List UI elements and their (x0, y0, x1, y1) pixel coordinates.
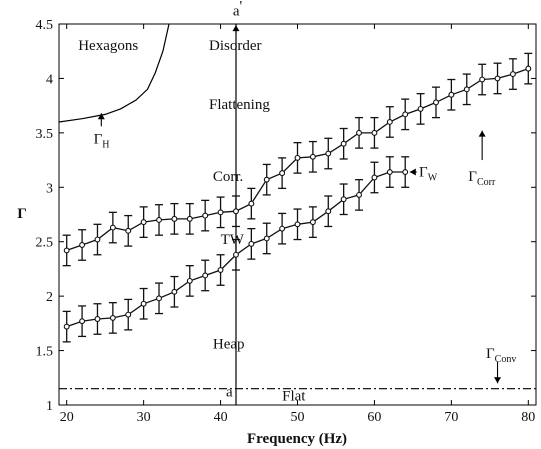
upper-data-point (156, 216, 162, 223)
hexagon-boundary-line (58, 23, 170, 123)
upper-data-point (371, 129, 378, 136)
lower-data-point (79, 318, 86, 325)
lower-data-point (325, 208, 332, 215)
upper-data-point (279, 170, 286, 177)
lower-data-point (309, 219, 316, 226)
lower-data-point (140, 300, 147, 307)
y-tick-label: 3.5 (36, 127, 54, 142)
annotation-a: a (226, 384, 233, 400)
lower-data-point (217, 267, 224, 273)
x-tick-label: 40 (214, 410, 228, 425)
upper-data-point (402, 111, 409, 118)
lower-data-point (371, 174, 378, 181)
y-tick-label: 4.5 (36, 18, 54, 33)
lower-data-point (171, 288, 178, 295)
lower-data-point (233, 251, 239, 258)
arrow-gamma-h-head (97, 113, 105, 120)
x-tick-label: 80 (521, 410, 535, 425)
y-tick-label: 1 (46, 399, 53, 414)
region-label-corr: Corr. (213, 169, 243, 185)
y-tick-label: 1.5 (36, 345, 54, 360)
lower-data-point (386, 169, 393, 175)
y-tick-label: 2.5 (36, 236, 54, 251)
upper-data-point (94, 236, 101, 243)
region-label-flattening: Flattening (209, 97, 270, 113)
y-tick-label: 4 (46, 72, 53, 87)
upper-data-point (233, 208, 239, 215)
annotation-gamma-w: ΓW (419, 164, 438, 183)
lower-data-point (156, 295, 162, 302)
y-tick-label: 3 (46, 181, 53, 196)
x-tick-label: 20 (60, 410, 74, 425)
lower-data-point (279, 225, 286, 232)
upper-data-point (433, 99, 439, 106)
upper-data-point (356, 129, 362, 136)
upper-data-point (340, 140, 347, 147)
x-tick-label: 60 (367, 410, 381, 425)
x-tick-label: 30 (137, 410, 151, 425)
lower-data-point (202, 272, 209, 279)
upper-data-point (525, 65, 532, 72)
lower-data-point (340, 196, 347, 203)
upper-data-point (509, 71, 516, 78)
upper-data-point (125, 227, 132, 234)
lower-data-point (125, 311, 132, 318)
annotation-gamma-h: ΓH (94, 132, 110, 151)
upper-data-point (494, 75, 501, 82)
lower-data-point (294, 221, 301, 228)
annotations: a' a ΓH ΓW ΓCorr ΓConv (94, 0, 517, 400)
arrow-gamma-conv-head (494, 377, 502, 384)
x-tick-label: 50 (291, 410, 305, 425)
lower-data-point (186, 277, 193, 284)
arrow-a-prime-head (232, 25, 240, 32)
region-label-disorder: Disorder (209, 38, 262, 54)
region-labels: Hexagons Disorder Flattening Corr. TW Heap Fla… (78, 38, 306, 405)
upper-data-point (386, 119, 393, 125)
upper-data-point (417, 105, 424, 112)
x-axis-label: Frequency (Hz) (247, 431, 347, 447)
upper-data-point (479, 76, 486, 83)
lower-data-point (248, 240, 255, 247)
region-label-heap: Heap (213, 336, 245, 352)
annotation-a-prime: a' (233, 0, 243, 19)
x-tick-label: 70 (444, 410, 458, 425)
lower-data-point (402, 169, 409, 175)
upper-data-point (463, 86, 470, 93)
lower-data-point (263, 235, 270, 242)
upper-data-point (63, 247, 70, 254)
upper-data-point (248, 200, 255, 207)
axis-ticks: 20 30 40 50 60 70 80 1 1.5 2 2.5 3 3.5 4 4.5 (36, 18, 536, 425)
upper-data-point (263, 176, 270, 183)
lower-data-point (94, 316, 101, 322)
upper-data-point (294, 154, 301, 161)
arrow-gamma-corr-head (478, 130, 486, 137)
lower-data-point (63, 323, 70, 330)
upper-data-point (325, 150, 332, 157)
upper-data-point (186, 215, 193, 222)
upper-data-point (79, 242, 86, 248)
upper-data-point (217, 209, 224, 216)
arrow-gamma-w-head (409, 168, 416, 176)
region-label-tw: TW (221, 232, 245, 248)
lower-data-point (356, 191, 362, 198)
upper-data-point (171, 215, 178, 222)
upper-data-point (448, 91, 455, 98)
lower-data-point (109, 314, 116, 321)
annotation-gamma-corr: ΓCorr (468, 169, 496, 188)
upper-data-point (140, 219, 147, 226)
upper-data-point (109, 224, 116, 231)
region-label-flat: Flat (282, 389, 306, 405)
data-series (62, 52, 533, 343)
region-label-hexagons: Hexagons (78, 38, 138, 54)
annotation-gamma-conv: ΓConv (486, 346, 516, 365)
y-axis-label: Γ (17, 206, 27, 222)
upper-data-point (202, 212, 209, 219)
upper-data-point (309, 153, 316, 160)
y-tick-label: 2 (46, 290, 53, 305)
